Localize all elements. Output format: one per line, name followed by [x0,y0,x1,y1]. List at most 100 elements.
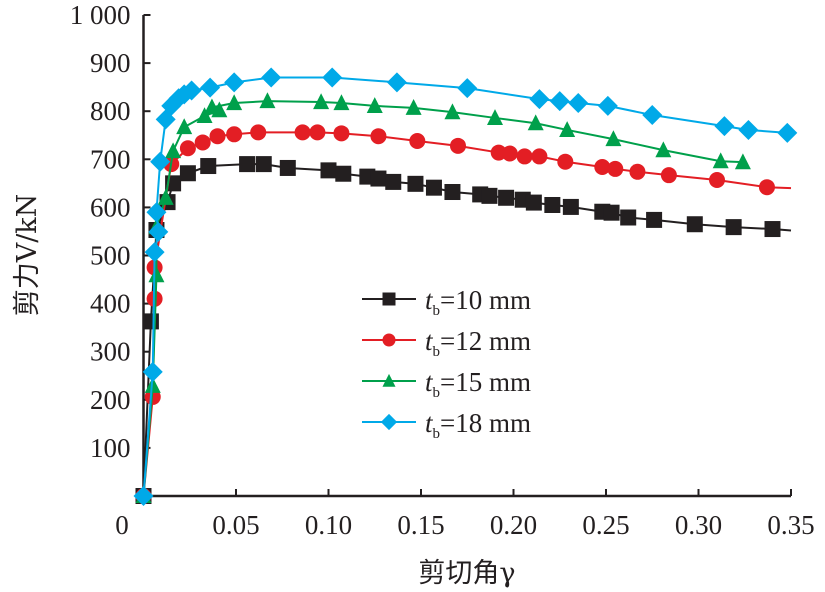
y-tick-label: 400 [90,289,131,319]
data-point-square [646,211,663,228]
data-point-square [603,204,620,221]
data-point-diamond [322,67,343,88]
data-point-circle [709,171,725,188]
data-point-circle [250,124,267,141]
y-tick-label: 300 [90,337,131,367]
data-point-diamond [457,78,478,99]
data-point-diamond [714,116,735,137]
data-point-diamond [148,221,169,242]
data-point-square [407,175,424,192]
y-tick-label: 500 [90,241,131,271]
axes: 100 200 300 400 500 600 700 800 900 1 000 0 0.05 0.… [70,0,815,540]
data-point-square [320,162,337,179]
data-point-diamond [144,242,165,263]
data-point-square [725,219,742,236]
data-point-circle [516,148,533,165]
data-point-square [525,194,542,211]
data-point-diamond [261,67,282,88]
data-point-triangle [203,98,220,115]
y-tick-label: 1 000 [70,0,131,30]
legend-marker-circle [382,333,396,347]
data-point-square [686,216,703,233]
x-tick-label: 0.20 [490,510,537,540]
data-point-triangle [259,92,276,109]
legend: tb=10 mm tb=12 mm tb=15 mm tb=18 mm [362,285,531,442]
data-point-square [425,179,442,196]
x-tick-label: 0.05 [212,510,259,540]
data-point-circle [309,124,326,141]
data-point-diamond [386,72,407,93]
y-tick-label: 200 [90,385,131,415]
legend-marker-square [382,292,396,306]
data-point-circle [370,128,387,145]
data-point-diamond [738,119,759,140]
x-axis-title: 剪切角γ [418,558,515,589]
legend-item: tb=15 mm [362,367,531,401]
data-point-square [279,159,296,176]
x-tick-label: 0.30 [675,510,722,540]
data-point-diamond [597,95,618,116]
data-point-square [498,189,515,206]
series-layer [133,67,798,506]
data-point-circle [629,163,646,180]
data-point-square [255,156,272,173]
data-point-circle [333,125,350,142]
data-point-diamond [549,91,570,112]
legend-label: tb=18 mm [425,408,531,442]
x-tick-label: 0.15 [397,510,444,540]
data-point-circle [409,133,426,150]
data-point-triangle [157,188,174,205]
data-point-triangle [444,103,461,120]
y-axis-title: 剪力V/kN [12,194,43,317]
legend-label: tb=10 mm [425,285,531,319]
data-point-triangle [734,153,751,170]
data-point-square [544,196,561,213]
data-point-square [200,158,217,175]
x-tick-label: 0.25 [582,510,629,540]
legend-item: tb=12 mm [362,326,531,360]
series-diamond [133,67,798,506]
data-point-diamond [133,486,154,506]
legend-marker-triangle [382,373,396,387]
data-point-circle [294,124,311,141]
data-point-circle [501,145,518,162]
data-point-square [481,187,498,204]
data-point-circle [660,167,677,184]
data-point-square [335,165,352,182]
data-point-triangle [487,109,503,125]
data-point-diamond [777,122,798,143]
legend-label: tb=12 mm [425,326,531,360]
data-point-diamond [150,151,171,172]
data-point-triangle [313,93,330,110]
data-point-triangle [165,142,182,159]
data-point-triangle [333,94,350,111]
data-point-square [142,313,159,330]
data-point-triangle [176,118,193,135]
legend-item: tb=18 mm [362,408,531,442]
data-point-circle [607,160,624,177]
data-point-triangle [226,94,243,111]
y-tick-label: 900 [90,48,131,78]
legend-marker-diamond [380,413,398,431]
data-point-square [764,221,781,238]
data-point-diamond [642,105,663,126]
y-tick-label: 700 [90,144,131,174]
data-point-circle [594,158,611,175]
data-point-triangle [712,152,729,169]
x-tick-label: 0.35 [767,510,814,540]
data-point-diamond [224,72,245,93]
data-point-triangle [527,114,544,131]
data-point-circle [531,148,548,165]
data-point-triangle [196,107,213,124]
y-tick-label: 100 [90,433,131,463]
y-tick-label: 800 [90,96,131,126]
legend-label: tb=15 mm [425,367,531,401]
data-point-circle [209,128,226,145]
y-tick-label: 600 [90,192,131,222]
data-point-triangle [405,99,422,115]
data-point-diamond [181,80,202,101]
data-point-triangle [605,130,622,147]
data-point-diamond [568,93,589,114]
data-point-square [370,170,387,187]
